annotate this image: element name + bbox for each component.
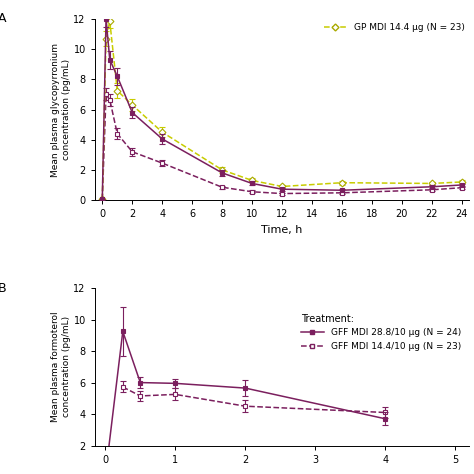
Legend: GFF MDI 28.8/10 μg (N = 24), GFF MDI 14.4/10 μg (N = 23): GFF MDI 28.8/10 μg (N = 24), GFF MDI 14.…	[298, 310, 465, 354]
Text: A: A	[0, 12, 6, 25]
Y-axis label: Mean plasma glycopyrronium
concentration (pg/mL): Mean plasma glycopyrronium concentration…	[51, 43, 71, 176]
Text: B: B	[0, 282, 6, 295]
Y-axis label: Mean plasma formoterol
concentration (pg/mL): Mean plasma formoterol concentration (pg…	[51, 311, 71, 422]
Legend: GP MDI 14.4 μg (N = 23): GP MDI 14.4 μg (N = 23)	[324, 24, 465, 33]
X-axis label: Time, h: Time, h	[261, 225, 303, 235]
